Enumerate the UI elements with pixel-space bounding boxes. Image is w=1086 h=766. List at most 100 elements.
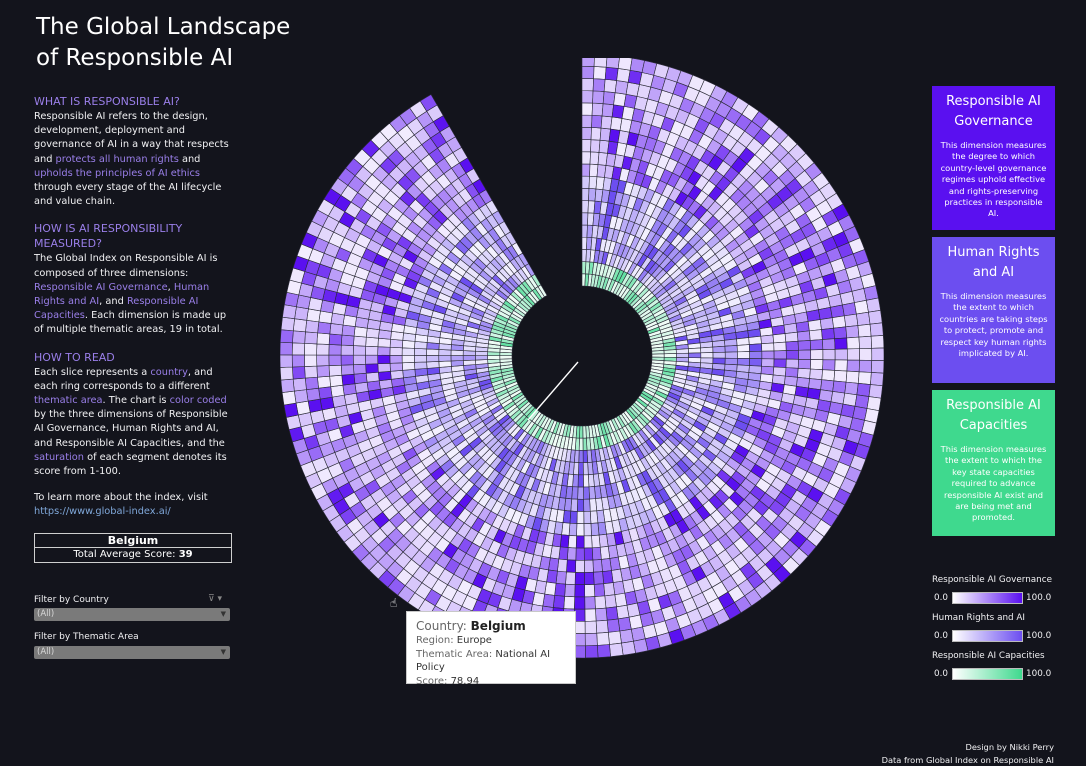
heatmap-cell	[589, 163, 599, 178]
heatmap-cell	[581, 151, 591, 165]
heatmap-cell	[846, 336, 860, 350]
heatmap-cell	[593, 66, 607, 80]
heatmap-cell	[340, 334, 355, 346]
learn-more: To learn more about the index, visit http…	[34, 492, 208, 518]
card-human-rights: Human Rights and AI This dimension measu…	[932, 237, 1055, 383]
heatmap-cell	[281, 390, 297, 406]
heatmap-cell	[663, 353, 677, 358]
heatmap-cell	[783, 322, 798, 334]
heatmap-cell	[712, 351, 726, 359]
heatmap-cell	[842, 302, 857, 317]
heatmap-cell	[328, 354, 342, 366]
heatmap-cell	[291, 342, 306, 356]
read-text: Each slice represents a country, and eac…	[34, 366, 228, 478]
heatmap-cell	[590, 522, 600, 536]
heatmap-cell	[581, 102, 593, 116]
heatmap-cell	[304, 343, 318, 356]
heatmap-cell	[340, 344, 354, 356]
heatmap-cell	[857, 371, 872, 385]
heatmap-cell	[565, 571, 576, 585]
hover-tooltip: Country: Belgium Region: Europe Thematic…	[406, 611, 576, 687]
heatmap-cell	[584, 608, 597, 622]
heatmap-cell	[593, 583, 606, 597]
heatmap-cell	[831, 315, 847, 329]
heatmap-cell	[700, 352, 714, 359]
heatmap-cell	[595, 607, 608, 622]
heatmap-cell	[605, 58, 620, 69]
heatmap-cell	[859, 347, 873, 361]
country-filter-select[interactable]: (All) ▼	[34, 608, 230, 621]
heatmap-cell	[328, 333, 343, 346]
heatmap-cell	[810, 349, 824, 360]
heatmap-cell	[593, 58, 608, 68]
heatmap-cell	[833, 370, 848, 383]
heatmap-cell	[352, 345, 367, 356]
heatmap-cell	[712, 345, 726, 353]
heatmap-cell	[438, 360, 452, 368]
heatmap-cell	[340, 354, 354, 366]
radial-heatmap[interactable]	[280, 58, 884, 664]
heatmap-cell	[602, 570, 614, 585]
heatmap-cell	[316, 332, 331, 345]
heatmap-cell	[581, 78, 594, 92]
heatmap-cell	[390, 369, 404, 380]
heatmap-cell	[280, 329, 294, 344]
area-filter-select[interactable]: (All) ▼	[34, 646, 230, 659]
selection-line	[527, 361, 579, 421]
heatmap-cell	[724, 357, 738, 366]
heatmap-cell	[785, 358, 799, 369]
measured-heading: HOW IS AI RESPONSIBILITY MEASURED?	[34, 222, 183, 251]
heatmap-cell	[575, 559, 585, 573]
heatmap-cell	[621, 640, 636, 656]
heatmap-cell	[305, 319, 320, 334]
heatmap-cell	[846, 348, 860, 361]
heatmap-cell	[871, 347, 884, 361]
heatmap-cell	[462, 355, 476, 361]
heatmap-cell	[584, 596, 596, 610]
heatmap-cell	[294, 306, 309, 321]
heatmap-cell	[365, 336, 379, 348]
index-link[interactable]: https://www.global-index.ai/	[34, 506, 171, 518]
heatmap-cell	[633, 638, 649, 654]
selected-country: Belgium	[35, 534, 231, 548]
heatmap-cell	[366, 380, 381, 392]
what-heading: WHAT IS RESPONSIBLE AI?	[34, 95, 180, 108]
heatmap-cell	[818, 306, 833, 320]
heatmap-cell	[582, 462, 589, 476]
heatmap-cell	[555, 570, 567, 585]
heatmap-cell	[834, 348, 848, 361]
heatmap-cell	[712, 357, 726, 365]
heatmap-cell	[612, 580, 626, 596]
heatmap-cell	[798, 349, 812, 360]
filter-icon[interactable]: ⊽ ▾	[208, 594, 222, 604]
heatmap-cell	[340, 364, 355, 376]
heatmap-cell	[700, 346, 714, 354]
heatmap-cell	[858, 359, 873, 373]
heatmap-cell	[450, 355, 464, 362]
card-governance: Responsible AI Governance This dimension…	[932, 86, 1055, 230]
heatmap-cell	[295, 400, 311, 416]
heatmap-cell	[342, 383, 357, 396]
legend-title-human-rights: Human Rights and AI	[932, 613, 1026, 623]
heatmap-cell	[581, 163, 591, 177]
heatmap-cell	[737, 351, 750, 359]
heatmap-cell	[280, 354, 293, 368]
heatmap-cell	[724, 345, 738, 353]
heatmap-cell	[438, 355, 452, 362]
heatmap-cell	[821, 369, 836, 382]
heatmap-cell	[599, 545, 611, 560]
heatmap-cell	[592, 559, 603, 573]
heatmap-cell	[676, 352, 689, 358]
heatmap-cell	[402, 369, 416, 379]
heatmap-cell	[583, 498, 591, 512]
heatmap-cell	[292, 330, 306, 344]
heatmap-cell	[592, 78, 606, 92]
heatmap-cell	[581, 58, 595, 67]
heatmap-cell	[603, 79, 617, 94]
heatmap-cell	[581, 236, 588, 250]
heatmap-cell	[588, 175, 598, 190]
heatmap-cell	[584, 645, 599, 659]
heatmap-cell	[832, 380, 847, 394]
heatmap-cell	[589, 510, 599, 524]
heatmap-cell	[581, 188, 590, 201]
